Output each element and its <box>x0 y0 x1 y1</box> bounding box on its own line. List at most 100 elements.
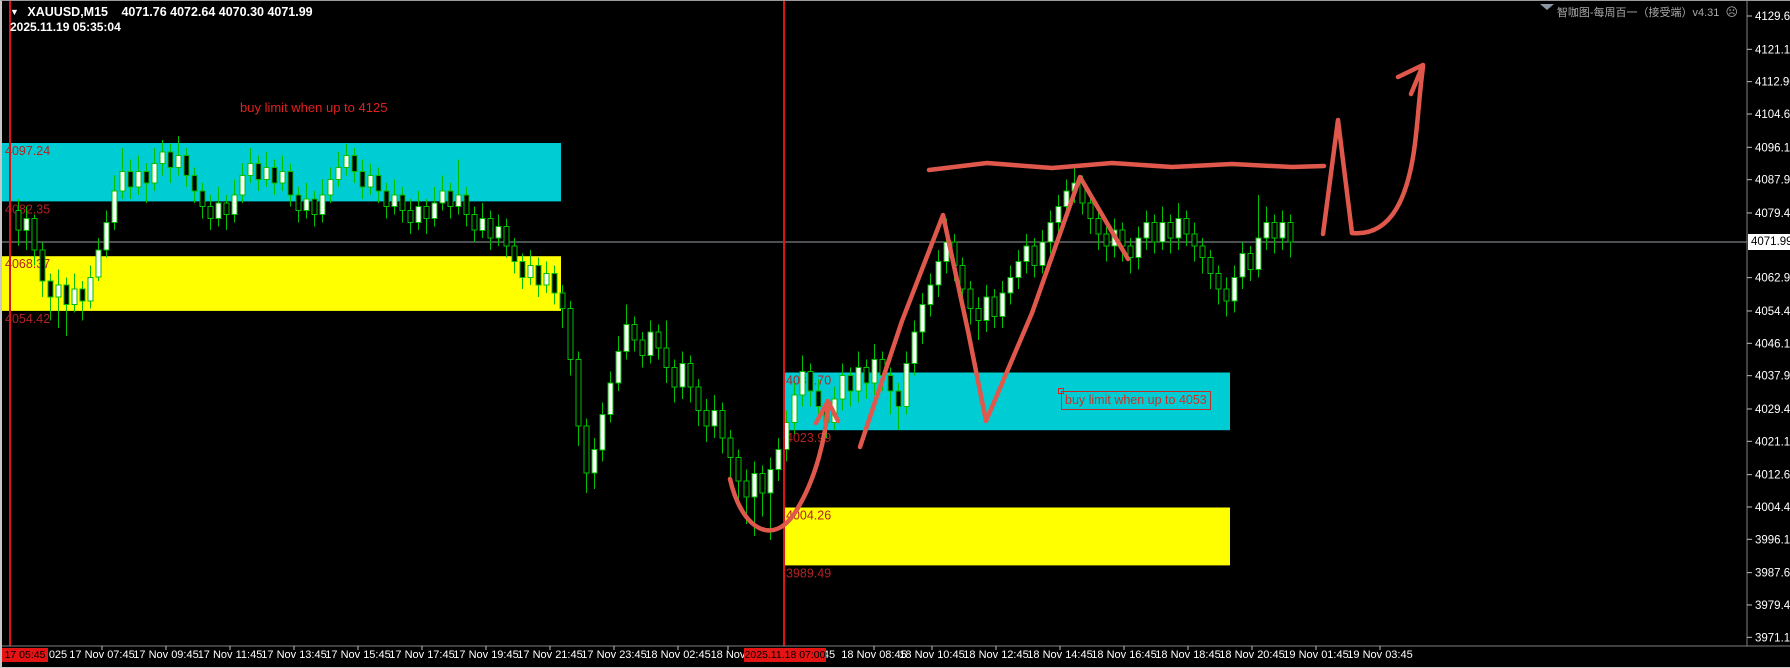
candle-body <box>359 170 366 188</box>
candle-body <box>1271 221 1278 239</box>
candle-body <box>375 174 382 192</box>
candle-body <box>167 151 174 169</box>
time-tick-label: 18 Nov 16:45 <box>1091 649 1156 661</box>
candle-body <box>975 308 982 321</box>
time-tick-label: 025 <box>49 649 67 661</box>
candle-body <box>1231 276 1238 302</box>
candle-body <box>607 382 614 416</box>
candle-body <box>1103 233 1110 247</box>
candles-layer <box>15 136 1294 540</box>
price-tick-label: 4012.65 <box>1755 470 1790 482</box>
time-tick-label: 18 Nov 12:45 <box>963 649 1028 661</box>
candle-body <box>1263 221 1270 239</box>
candle-body <box>1087 202 1094 220</box>
candle-body <box>615 351 622 384</box>
candle-body <box>1127 245 1134 259</box>
price-tick-label: 4062.90 <box>1755 273 1790 285</box>
candle-body <box>79 288 86 302</box>
indicator-title: 智咖图-每周百一（接受端）v4.31 ☹ <box>1557 4 1738 20</box>
candle-body <box>55 284 62 298</box>
candle-body <box>791 394 798 423</box>
candle-body <box>743 480 750 498</box>
candle-body <box>423 206 430 219</box>
candle-body <box>1287 221 1294 243</box>
candle-body <box>551 272 558 294</box>
candle-body <box>535 265 542 286</box>
candle-body <box>431 202 438 220</box>
price-axis[interactable]: 4129.65 4121.15 4112.90 4104.65 4096.15 4087.… <box>1747 11 1790 644</box>
candle-body <box>935 261 942 286</box>
candle-body <box>591 449 598 474</box>
annotation-stroke <box>857 174 1131 450</box>
candle-body <box>495 225 502 239</box>
candle-body <box>463 194 470 215</box>
candle-body <box>895 390 902 408</box>
supply-demand-zones[interactable]: 4097.244082.354068.374054.424038.704023.… <box>2 143 1230 580</box>
time-tick-label: 19 Nov 03:45 <box>1347 649 1412 661</box>
candle-body <box>1207 257 1214 274</box>
candle-body <box>1239 253 1246 278</box>
candle-body <box>151 163 158 184</box>
chart-datetime: 2025.11.19 05:35:04 <box>10 20 121 34</box>
price-tick-label: 4096.15 <box>1755 142 1790 154</box>
candle-body <box>735 457 742 482</box>
price-tick-label: 4004.40 <box>1755 502 1790 514</box>
price-tick-label: 3987.65 <box>1755 568 1790 580</box>
candle-body <box>599 414 606 451</box>
candle-body <box>663 347 670 368</box>
annotation-stroke <box>813 398 831 426</box>
candle-body <box>111 190 118 223</box>
candle-body <box>911 331 918 365</box>
drawn-annotations[interactable] <box>727 62 1426 533</box>
annotation-text-4053: buy limit when up to 4053 <box>1061 391 1211 410</box>
candle-body <box>311 198 318 216</box>
anchor-handle[interactable] <box>1058 388 1064 394</box>
candle-body <box>711 410 718 427</box>
zone-price-label: 4082.35 <box>5 202 50 216</box>
price-tick-label: 4121.15 <box>1755 44 1790 56</box>
dropdown-arrow-icon[interactable]: ▼ <box>10 7 19 17</box>
zone-rect <box>784 507 1230 566</box>
candle-body <box>159 151 166 165</box>
candle-body <box>447 190 454 208</box>
candle-body <box>1031 245 1038 266</box>
candle-body <box>847 374 854 392</box>
face-icon[interactable]: ☹ <box>1725 5 1738 19</box>
candle-body <box>983 296 990 321</box>
candle-body <box>95 249 102 278</box>
time-tick-label: 18 Nov 20:45 <box>1219 649 1284 661</box>
candle-body <box>679 363 686 388</box>
scroll-to-end-marker[interactable] <box>1540 4 1554 10</box>
annotation-text-4125[interactable]: buy limit when up to 4125 <box>240 100 388 115</box>
candle-body <box>871 359 878 384</box>
price-tick-label: 4054.40 <box>1755 306 1790 318</box>
candle-body <box>63 284 70 306</box>
annotation-arrow-stroke <box>727 400 831 533</box>
time-tick-label: 18 Nov <box>711 649 746 661</box>
price-tick-label: 4046.15 <box>1755 338 1790 350</box>
candle-body <box>799 370 806 396</box>
candle-body <box>15 210 22 231</box>
price-tick-label: 4129.65 <box>1755 11 1790 23</box>
candle-body <box>1135 237 1142 259</box>
candle-body <box>47 280 54 298</box>
candle-body <box>511 245 518 263</box>
candle-body <box>687 363 694 388</box>
price-tick-label: 4029.40 <box>1755 404 1790 416</box>
candle-body <box>343 155 350 168</box>
candle-body <box>1279 221 1286 239</box>
annotation-textbox-4053[interactable]: buy limit when up to 4053 <box>1058 388 1211 410</box>
candle-body <box>319 194 326 215</box>
candle-body <box>231 194 238 215</box>
zone-price-label: 4023.99 <box>786 431 831 445</box>
time-tick-label: 17 Nov 19:45 <box>453 649 518 661</box>
annotation-stroke <box>1395 62 1426 80</box>
annotation-stroke <box>926 160 1327 173</box>
candle-body <box>23 218 30 231</box>
time-tick-label: 17 Nov 21:45 <box>517 649 582 661</box>
time-tick-label: 18 Nov 02:45 <box>645 649 710 661</box>
candle-body <box>519 261 526 278</box>
